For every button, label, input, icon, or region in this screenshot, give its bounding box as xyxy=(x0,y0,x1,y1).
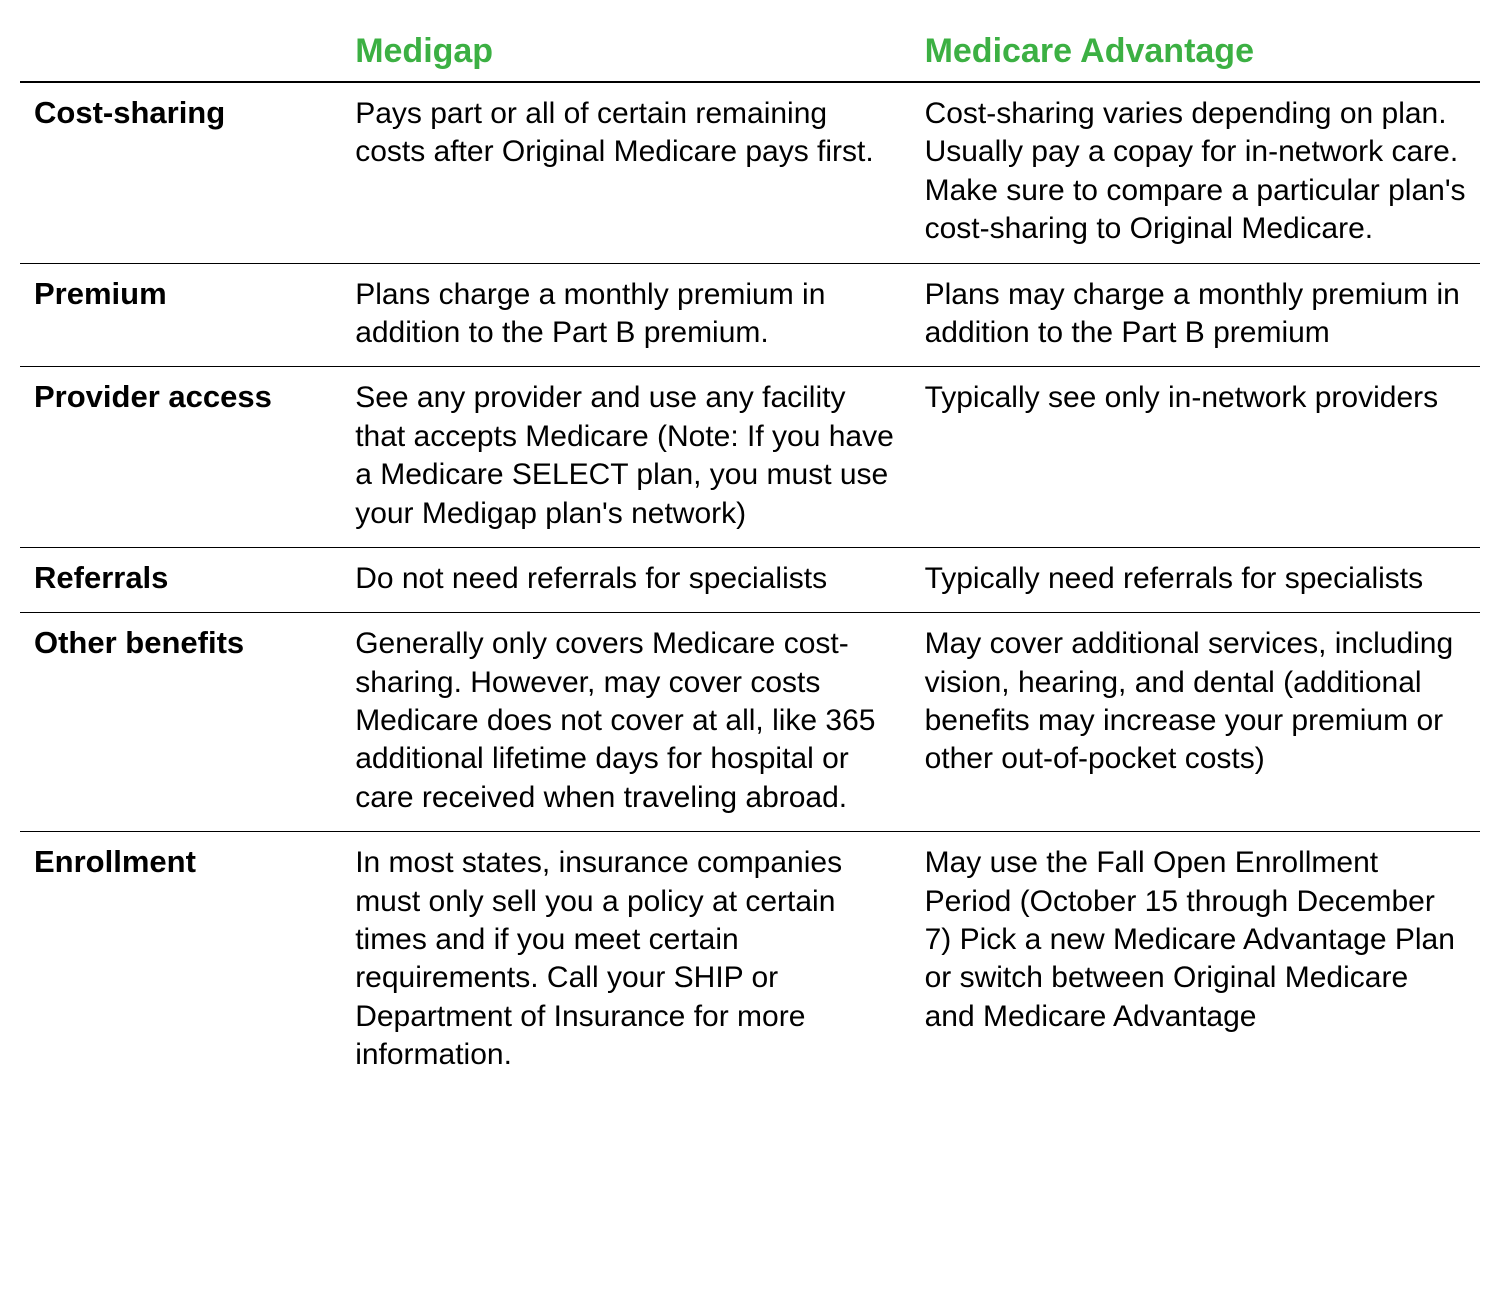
cell-premium-plan-b: Plans may charge a monthly premium in ad… xyxy=(911,263,1480,367)
cell-cost-sharing-plan-a: Pays part or all of certain remaining co… xyxy=(341,82,910,263)
cell-other-benefits-plan-b: May cover additional services, including… xyxy=(911,613,1480,832)
header-plan-b: Medicare Advantage xyxy=(911,20,1480,82)
row-label-cost-sharing: Cost-sharing xyxy=(20,82,341,263)
header-label-col xyxy=(20,20,341,82)
row-label-premium: Premium xyxy=(20,263,341,367)
cell-enrollment-plan-a: In most states, insurance companies must… xyxy=(341,832,910,1089)
cell-enrollment-plan-b: May use the Fall Open Enrollment Period … xyxy=(911,832,1480,1089)
cell-referrals-plan-b: Typically need referrals for specialists xyxy=(911,547,1480,612)
cell-provider-access-plan-a: See any provider and use any facility th… xyxy=(341,367,910,548)
cell-cost-sharing-plan-b: Cost-sharing varies depending on plan. U… xyxy=(911,82,1480,263)
cell-other-benefits-plan-a: Generally only covers Medicare cost-shar… xyxy=(341,613,910,832)
table-row: Cost-sharing Pays part or all of certain… xyxy=(20,82,1480,263)
table-row: Referrals Do not need referrals for spec… xyxy=(20,547,1480,612)
cell-referrals-plan-a: Do not need referrals for specialists xyxy=(341,547,910,612)
comparison-table: Medigap Medicare Advantage Cost-sharing … xyxy=(20,20,1480,1089)
table-row: Provider access See any provider and use… xyxy=(20,367,1480,548)
cell-premium-plan-a: Plans charge a monthly premium in additi… xyxy=(341,263,910,367)
row-label-other-benefits: Other benefits xyxy=(20,613,341,832)
row-label-enrollment: Enrollment xyxy=(20,832,341,1089)
row-label-provider-access: Provider access xyxy=(20,367,341,548)
cell-provider-access-plan-b: Typically see only in-network providers xyxy=(911,367,1480,548)
table-row: Premium Plans charge a monthly premium i… xyxy=(20,263,1480,367)
table-row: Other benefits Generally only covers Med… xyxy=(20,613,1480,832)
table-header-row: Medigap Medicare Advantage xyxy=(20,20,1480,82)
table-row: Enrollment In most states, insurance com… xyxy=(20,832,1480,1089)
row-label-referrals: Referrals xyxy=(20,547,341,612)
header-plan-a: Medigap xyxy=(341,20,910,82)
